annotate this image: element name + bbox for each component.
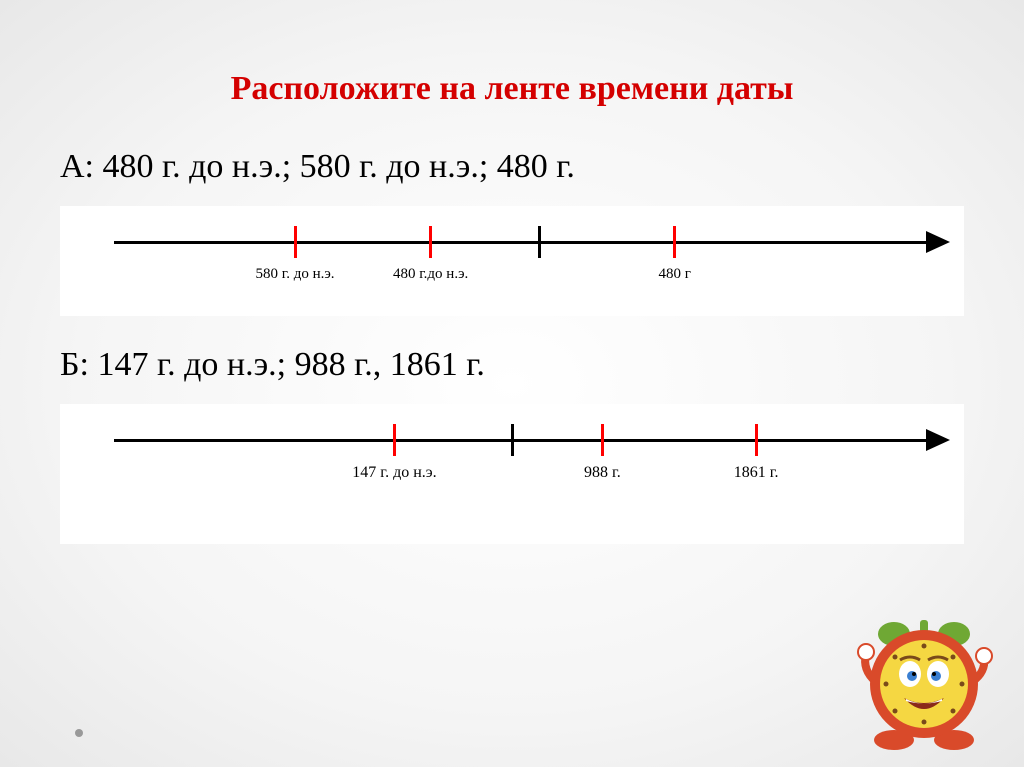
page-title: Расположите на ленте времени даты [0, 0, 1024, 148]
arrow-right-icon [926, 429, 950, 451]
timeline-tick [511, 424, 514, 456]
tick-label: 988 г. [584, 464, 621, 482]
timeline-tick [294, 226, 297, 258]
timeline-tick [538, 226, 541, 258]
title-text: Расположите на ленте времени даты [231, 70, 794, 107]
tick-label: 480 г.до н.э. [393, 266, 468, 283]
timeline-b: 147 г. до н.э. 988 г. 1861 г. [60, 404, 964, 544]
timeline-tick [393, 424, 396, 456]
timeline-axis [114, 439, 928, 442]
slide-bullet [75, 729, 83, 737]
problem-b-label: Б: 147 г. до н.э.; 988 г., 1861 г. [0, 346, 1024, 384]
timeline-tick [429, 226, 432, 258]
tick-label: 580 г. до н.э. [256, 266, 335, 283]
timeline-axis [114, 241, 928, 244]
problem-b-text: Б: 147 г. до н.э.; 988 г., 1861 г. [60, 346, 485, 383]
tick-label: 1861 г. [734, 464, 779, 482]
problem-a-label: А: 480 г. до н.э.; 580 г. до н.э.; 480 г… [0, 148, 1024, 186]
timeline-tick [673, 226, 676, 258]
timeline-a: 580 г. до н.э. 480 г.до н.э. 480 г [60, 206, 964, 316]
tick-label: 480 г [659, 266, 691, 283]
timeline-tick [601, 424, 604, 456]
problem-a-text: А: 480 г. до н.э.; 580 г. до н.э.; 480 г… [60, 148, 575, 185]
tick-label: 147 г. до н.э. [352, 464, 436, 482]
clock-icon [854, 612, 994, 752]
arrow-right-icon [926, 231, 950, 253]
timeline-tick [755, 424, 758, 456]
